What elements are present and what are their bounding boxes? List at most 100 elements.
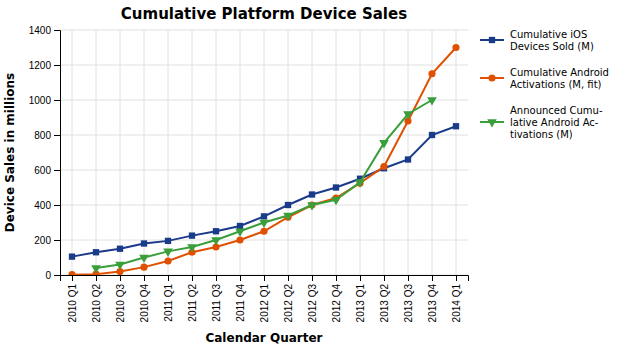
y-tick-mark (54, 275, 60, 276)
legend-swatch-marker (489, 37, 495, 43)
y-tick: 0 (45, 270, 60, 281)
x-tick: 2010 Q3 (115, 275, 126, 322)
y-axis: 0200400600800100012001400 (29, 25, 61, 281)
legend-swatch-marker (488, 74, 495, 81)
legend-label: Announced Cumu-lative Android Ac-tivatio… (510, 105, 603, 140)
legend-label-line: Cumulative iOS (510, 29, 587, 40)
y-tick-mark (54, 30, 60, 31)
x-tick-mark (312, 275, 313, 281)
x-tick-label: 2011 Q3 (211, 284, 222, 322)
series-marker (69, 253, 75, 259)
y-tick-mark (54, 240, 60, 241)
legend-label-line: lative Android Ac- (510, 117, 599, 128)
y-axis-line (54, 31, 61, 276)
grid-line-x (408, 30, 409, 275)
series-marker (259, 220, 269, 228)
y-axis-title: Device Sales in millions (3, 73, 17, 233)
x-tick-mark (264, 275, 265, 281)
x-axis: 2010 Q1 2010 Q2 2010 Q3 2010 Q4 2011 Q1 2011 … (61, 275, 469, 322)
x-tick-mark (96, 275, 97, 281)
plot-area: 2010 Q1 2010 Q2 2010 Q3 2010 Q4 2011 Q1 2011 … (29, 25, 469, 323)
series-line (72, 48, 456, 275)
series-marker (211, 237, 221, 245)
y-tick-label: 600 (34, 165, 51, 176)
x-tick: 2011 Q2 (187, 275, 198, 322)
series-marker (405, 156, 411, 162)
grid (60, 30, 468, 275)
legend-item: Cumulative iOSDevices Sold (M) (480, 29, 594, 52)
grid-line-x (120, 30, 121, 275)
x-tick-mark (216, 275, 217, 281)
grid-line-x (144, 30, 145, 275)
y-tick: 600 (34, 165, 60, 176)
y-tick-label: 200 (34, 235, 51, 246)
x-tick-label: 2010 Q4 (139, 284, 150, 323)
y-tick-mark (54, 205, 60, 206)
series-marker (91, 265, 101, 273)
grid-line-x (72, 30, 73, 275)
grid-line-x (384, 30, 385, 275)
x-tick: 2011 Q4 (235, 275, 246, 322)
series-marker (117, 246, 123, 252)
series-marker (163, 249, 173, 257)
series-marker (261, 213, 267, 219)
y-tick: 1000 (29, 95, 60, 106)
series-marker (379, 140, 389, 148)
series-marker (237, 223, 243, 229)
legend-label: Cumulative iOSDevices Sold (M) (510, 29, 594, 52)
y-tick-label: 1200 (29, 60, 52, 71)
x-tick-label: 2011 Q4 (235, 284, 246, 322)
x-axis-line (61, 276, 469, 282)
x-tick-label: 2012 Q3 (307, 284, 318, 323)
x-tick-label: 2010 Q2 (91, 284, 102, 323)
series-marker (260, 228, 267, 235)
series-marker (427, 97, 437, 105)
x-tick-label: 2010 Q1 (67, 284, 78, 323)
x-tick: 2013 Q2 (379, 275, 390, 322)
x-tick-label: 2013 Q3 (403, 284, 414, 323)
x-tick: 2014 Q1 (451, 275, 462, 322)
x-tick: 2013 Q1 (355, 275, 366, 322)
title: Cumulative Platform Device Sales (121, 5, 407, 23)
x-tick: 2012 Q3 (307, 275, 318, 322)
legend-swatch-marker (487, 119, 497, 127)
y-tick: 800 (34, 130, 60, 141)
y-tick-mark (54, 100, 60, 101)
x-tick: 2012 Q4 (331, 275, 342, 322)
y-tick-label: 1000 (29, 95, 52, 106)
x-tick-mark (408, 275, 409, 281)
series-line (96, 100, 432, 268)
x-tick-label: 2013 Q1 (355, 284, 366, 323)
x-tick-label: 2012 Q1 (259, 284, 270, 323)
x-tick-label: 2013 Q2 (379, 284, 390, 323)
x-tick: 2011 Q1 (163, 275, 174, 322)
legend-label: Cumulative AndroidActivations (M, fit) (510, 67, 609, 90)
series-marker (355, 179, 365, 187)
series-marker (452, 44, 459, 51)
series-marker (283, 213, 293, 221)
x-tick-mark (360, 275, 361, 281)
series-marker (213, 228, 219, 234)
x-tick-mark (144, 275, 145, 281)
series-marker (285, 202, 291, 208)
series-marker (429, 132, 435, 138)
series-marker (309, 191, 315, 197)
grid-line-x (264, 30, 265, 275)
grid-line-x (360, 30, 361, 275)
x-tick-mark (192, 275, 193, 281)
legend-item: Cumulative AndroidActivations (M, fit) (480, 67, 609, 90)
x-tick: 2011 Q3 (211, 275, 222, 322)
series-marker (187, 244, 197, 252)
x-tick-label: 2014 Q1 (451, 284, 462, 323)
series-marker (165, 238, 171, 244)
x-tick-mark (240, 275, 241, 281)
legend-label-line: Announced Cumu- (510, 105, 603, 116)
y-tick-label: 0 (45, 270, 51, 281)
series-marker (428, 70, 435, 77)
x-tick-mark (288, 275, 289, 281)
x-tick: 2012 Q1 (259, 275, 270, 322)
chart: 2010 Q1 2010 Q2 2010 Q3 2010 Q4 2011 Q1 2011 … (0, 0, 640, 350)
y-tick-mark (54, 135, 60, 136)
x-tick-mark (336, 275, 337, 281)
series-marker (235, 228, 245, 236)
